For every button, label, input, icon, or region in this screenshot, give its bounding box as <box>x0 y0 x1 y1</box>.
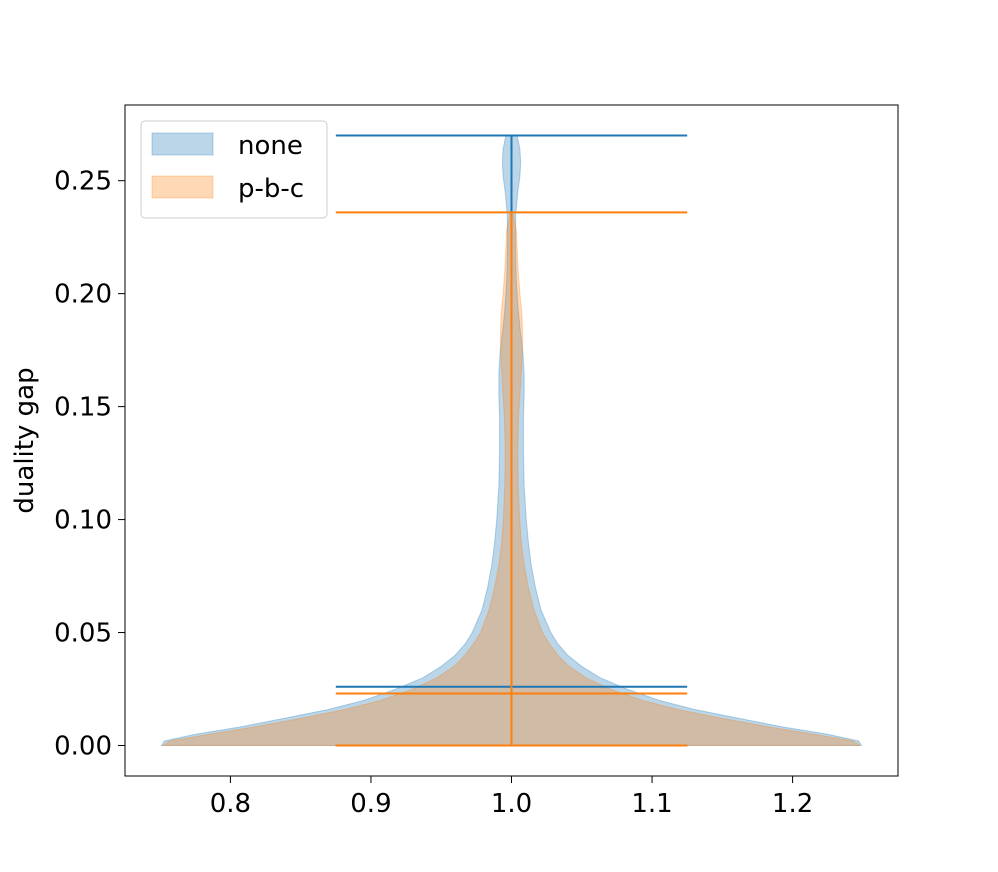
x-tick-label: 0.8 <box>210 789 251 819</box>
legend-swatch-none <box>151 132 214 156</box>
y-tick-label: 0.15 <box>54 393 112 423</box>
y-tick-label: 0.25 <box>54 167 112 197</box>
y-tick-label: 0.05 <box>54 619 112 649</box>
y-tick-label: 0.10 <box>54 506 112 536</box>
legend-box <box>140 120 328 219</box>
x-tick-label: 1.1 <box>631 789 672 819</box>
y-tick-label: 0.20 <box>54 280 112 310</box>
legend-label-none: none <box>238 131 303 161</box>
y-axis: 0.00 0.05 0.10 0.15 0.20 0.25 <box>54 167 125 762</box>
x-tick-label: 1.0 <box>491 789 532 819</box>
legend-label-p-b-c: p-b-c <box>238 174 304 204</box>
y-axis-label: duality gap <box>10 367 40 513</box>
legend: none p-b-c <box>140 120 328 219</box>
x-tick-label: 1.2 <box>772 789 813 819</box>
statistic-lines-layer <box>335 134 688 747</box>
legend-swatch-p-b-c <box>151 175 214 199</box>
y-tick-label: 0.00 <box>54 732 112 762</box>
x-tick-label: 0.9 <box>350 789 391 819</box>
x-axis: 0.8 0.9 1.0 1.1 1.2 <box>210 776 813 819</box>
